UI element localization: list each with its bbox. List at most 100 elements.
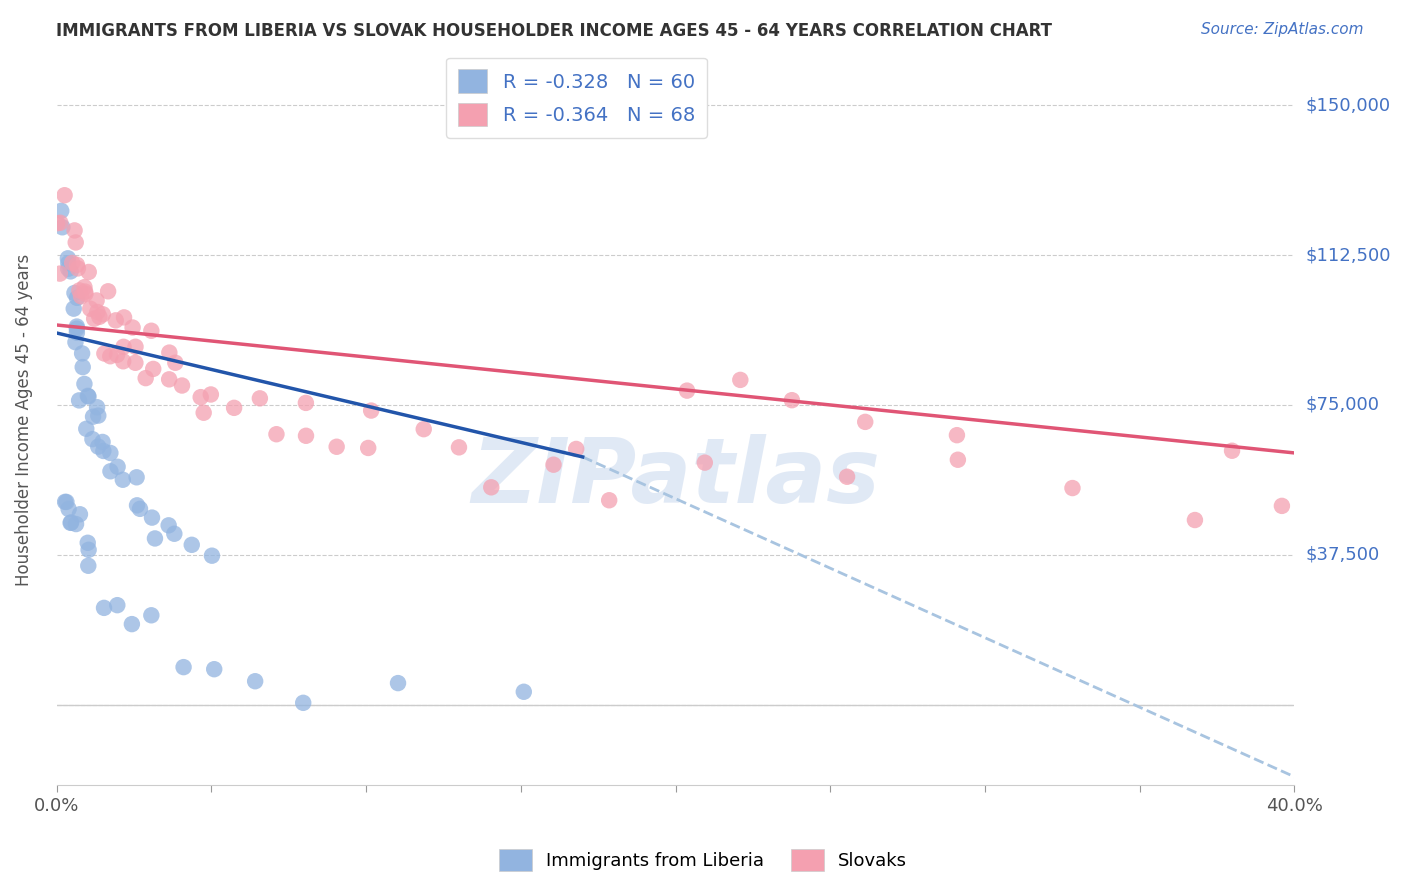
- Point: [249, 392, 271, 406]
- Point: [295, 396, 318, 410]
- Point: [357, 441, 380, 455]
- Point: [66, 261, 89, 276]
- Point: [946, 428, 969, 442]
- Point: [93, 600, 115, 615]
- Point: [56, 252, 79, 266]
- Y-axis label: Householder Income Ages 45 - 64 years: Householder Income Ages 45 - 64 years: [15, 254, 32, 586]
- Text: $150,000: $150,000: [1306, 96, 1391, 114]
- Point: [598, 493, 620, 508]
- Point: [107, 459, 129, 474]
- Point: [112, 310, 135, 325]
- Point: [387, 676, 409, 690]
- Point: [76, 536, 98, 550]
- Point: [543, 458, 565, 472]
- Point: [853, 415, 876, 429]
- Point: [157, 345, 180, 359]
- Point: [835, 469, 858, 483]
- Point: [86, 401, 108, 415]
- Point: [1062, 481, 1084, 495]
- Point: [51, 220, 73, 235]
- Point: [112, 354, 135, 368]
- Point: [53, 495, 76, 509]
- Point: [180, 538, 202, 552]
- Point: [70, 289, 93, 303]
- Point: [59, 516, 82, 530]
- Point: [295, 429, 318, 443]
- Point: [73, 280, 96, 294]
- Point: [135, 371, 157, 385]
- Point: [173, 660, 195, 674]
- Point: [121, 617, 143, 632]
- Point: [73, 376, 96, 391]
- Point: [111, 473, 134, 487]
- Point: [65, 335, 87, 350]
- Point: [76, 389, 98, 403]
- Point: [325, 440, 347, 454]
- Point: [65, 235, 87, 250]
- Point: [1184, 513, 1206, 527]
- Point: [105, 598, 128, 612]
- Point: [142, 362, 165, 376]
- Point: [60, 516, 83, 530]
- Point: [1271, 499, 1294, 513]
- Point: [75, 422, 97, 436]
- Point: [91, 434, 114, 449]
- Point: [67, 284, 90, 298]
- Point: [66, 326, 89, 340]
- Point: [100, 464, 122, 478]
- Point: [513, 685, 536, 699]
- Point: [565, 442, 588, 456]
- Point: [112, 340, 135, 354]
- Point: [124, 356, 146, 370]
- Point: [66, 319, 89, 334]
- Point: [190, 390, 212, 404]
- Point: [58, 261, 80, 276]
- Point: [1220, 443, 1243, 458]
- Point: [946, 452, 969, 467]
- Point: [65, 516, 87, 531]
- Point: [124, 340, 146, 354]
- Point: [676, 384, 699, 398]
- Point: [75, 285, 97, 299]
- Point: [63, 285, 86, 300]
- Point: [69, 508, 91, 522]
- Point: [53, 188, 76, 202]
- Text: $75,000: $75,000: [1306, 396, 1379, 414]
- Point: [58, 502, 80, 516]
- Point: [87, 440, 110, 454]
- Point: [157, 518, 180, 533]
- Point: [447, 440, 470, 454]
- Point: [49, 267, 72, 281]
- Point: [46, 216, 69, 230]
- Point: [77, 265, 100, 279]
- Point: [79, 301, 101, 316]
- Point: [62, 301, 84, 316]
- Point: [51, 203, 73, 218]
- Point: [63, 223, 86, 237]
- Point: [125, 499, 148, 513]
- Point: [75, 286, 97, 301]
- Text: $112,500: $112,500: [1306, 246, 1391, 264]
- Point: [98, 349, 121, 363]
- Point: [129, 501, 152, 516]
- Point: [93, 444, 115, 458]
- Point: [193, 406, 215, 420]
- Point: [97, 285, 120, 299]
- Point: [86, 293, 108, 308]
- Point: [66, 258, 89, 272]
- Text: $37,500: $37,500: [1306, 546, 1379, 564]
- Point: [104, 313, 127, 327]
- Point: [55, 495, 77, 509]
- Point: [67, 393, 90, 408]
- Point: [58, 256, 80, 270]
- Point: [170, 378, 193, 392]
- Text: ZIPatlas: ZIPatlas: [471, 434, 880, 523]
- Point: [82, 432, 104, 446]
- Point: [72, 360, 94, 375]
- Point: [141, 324, 163, 338]
- Point: [243, 674, 266, 689]
- Point: [59, 264, 82, 278]
- Point: [100, 446, 122, 460]
- Point: [202, 662, 225, 676]
- Point: [141, 510, 163, 524]
